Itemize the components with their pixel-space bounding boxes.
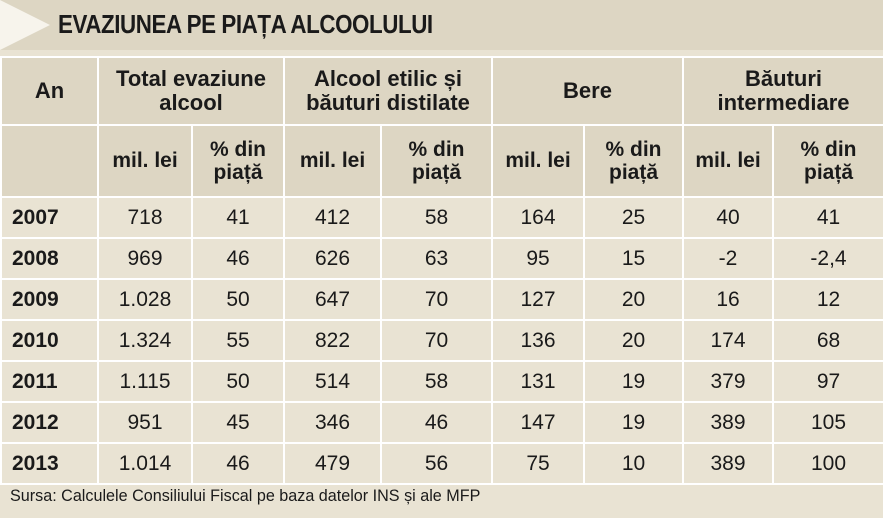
value-cell: 100 xyxy=(772,442,883,485)
header-row-units: mil. lei% din piață mil. lei% din piață mi… xyxy=(0,124,883,198)
value-cell: 626 xyxy=(283,237,382,280)
value-cell: 45 xyxy=(191,401,285,444)
value-cell: 164 xyxy=(491,196,585,239)
year-cell: 2013 xyxy=(0,442,99,485)
value-cell: 105 xyxy=(772,401,883,444)
column-subheader: mil. lei xyxy=(283,124,382,198)
page-title: EVAZIUNEA PE PIAȚA ALCOOLULUI xyxy=(58,9,433,39)
value-cell: 12 xyxy=(772,278,883,321)
value-cell: 479 xyxy=(283,442,382,485)
year-cell: 2007 xyxy=(0,196,99,239)
value-cell: 647 xyxy=(283,278,382,321)
value-cell: 174 xyxy=(682,319,775,362)
column-subheader: mil. lei xyxy=(97,124,193,198)
value-cell: 379 xyxy=(682,360,775,403)
value-cell: 58 xyxy=(380,196,493,239)
value-cell: 68 xyxy=(772,319,883,362)
value-cell: 56 xyxy=(380,442,493,485)
column-subheader: % din piață xyxy=(380,124,493,198)
column-subheader: % din piață xyxy=(191,124,285,198)
value-cell: 389 xyxy=(682,401,775,444)
evasion-table: An Total evaziune alcool Alcool etilic și … xyxy=(0,56,883,485)
value-cell: 346 xyxy=(283,401,382,444)
column-header-year: An xyxy=(0,56,99,126)
value-cell: 136 xyxy=(491,319,585,362)
value-cell: 55 xyxy=(191,319,285,362)
value-cell: 16 xyxy=(682,278,775,321)
column-subheader: mil. lei xyxy=(682,124,775,198)
column-header-empty xyxy=(0,124,99,198)
title-bar: EVAZIUNEA PE PIAȚA ALCOOLULUI xyxy=(0,0,883,50)
value-cell: 15 xyxy=(582,237,685,280)
value-cell: 514 xyxy=(283,360,382,403)
value-cell: 127 xyxy=(491,278,585,321)
value-cell: 41 xyxy=(191,196,285,239)
value-cell: 46 xyxy=(191,442,285,485)
value-cell: -2 xyxy=(682,237,775,280)
value-cell: 10 xyxy=(582,442,685,485)
column-subheader: mil. lei xyxy=(491,124,585,198)
table-row: 2009 1.028 50 647 70 127 20 16 12 xyxy=(0,278,883,321)
value-cell: 19 xyxy=(582,360,685,403)
table-row: 2013 1.014 46 479 56 75 10 389 100 xyxy=(0,442,883,485)
value-cell: -2,4 xyxy=(772,237,883,280)
value-cell: 131 xyxy=(491,360,585,403)
table-row: 2011 1.115 50 514 58 131 19 379 97 xyxy=(0,360,883,403)
year-cell: 2011 xyxy=(0,360,99,403)
value-cell: 1.014 xyxy=(97,442,193,485)
value-cell: 50 xyxy=(191,360,285,403)
column-group-header: Total evaziune alcool xyxy=(97,56,285,126)
arrow-marker-icon xyxy=(0,0,50,50)
value-cell: 70 xyxy=(380,278,493,321)
value-cell: 63 xyxy=(380,237,493,280)
value-cell: 97 xyxy=(772,360,883,403)
column-subheader: % din piață xyxy=(772,124,883,198)
column-group-header: Bere xyxy=(490,56,685,126)
table-body: An Total evaziune alcool Alcool etilic și … xyxy=(0,56,883,485)
value-cell: 70 xyxy=(380,319,493,362)
value-cell: 718 xyxy=(97,196,193,239)
column-subheader: % din piață xyxy=(582,124,685,198)
value-cell: 50 xyxy=(191,278,285,321)
column-group-header: Alcool etilic și băuturi distilate xyxy=(283,56,493,126)
header-row-groups: An Total evaziune alcool Alcool etilic și … xyxy=(0,56,883,126)
table-row: 2008 969 46 626 63 95 15 -2 -2,4 xyxy=(0,237,883,280)
value-cell: 40 xyxy=(682,196,775,239)
table-row: 2007 718 41 412 58 164 25 40 41 xyxy=(0,196,883,239)
value-cell: 58 xyxy=(380,360,493,403)
year-cell: 2012 xyxy=(0,401,99,444)
value-cell: 19 xyxy=(582,401,685,444)
source-note: Sursa: Calculele Consiliului Fiscal pe b… xyxy=(10,486,481,505)
value-cell: 75 xyxy=(491,442,585,485)
value-cell: 389 xyxy=(682,442,775,485)
value-cell: 46 xyxy=(380,401,493,444)
value-cell: 1.324 xyxy=(97,319,193,362)
table-row: 2012 951 45 346 46 147 19 389 105 xyxy=(0,401,883,444)
value-cell: 1.115 xyxy=(97,360,193,403)
value-cell: 25 xyxy=(582,196,685,239)
value-cell: 20 xyxy=(582,278,685,321)
table-row: 2010 1.324 55 822 70 136 20 174 68 xyxy=(0,319,883,362)
value-cell: 412 xyxy=(283,196,382,239)
year-cell: 2009 xyxy=(0,278,99,321)
value-cell: 95 xyxy=(491,237,585,280)
value-cell: 1.028 xyxy=(97,278,193,321)
value-cell: 20 xyxy=(582,319,685,362)
year-cell: 2010 xyxy=(0,319,99,362)
value-cell: 41 xyxy=(772,196,883,239)
value-cell: 46 xyxy=(191,237,285,280)
value-cell: 147 xyxy=(491,401,585,444)
value-cell: 969 xyxy=(97,237,193,280)
value-cell: 822 xyxy=(283,319,382,362)
column-group-header: Băuturi intermediare xyxy=(682,56,883,126)
year-cell: 2008 xyxy=(0,237,99,280)
value-cell: 951 xyxy=(97,401,193,444)
